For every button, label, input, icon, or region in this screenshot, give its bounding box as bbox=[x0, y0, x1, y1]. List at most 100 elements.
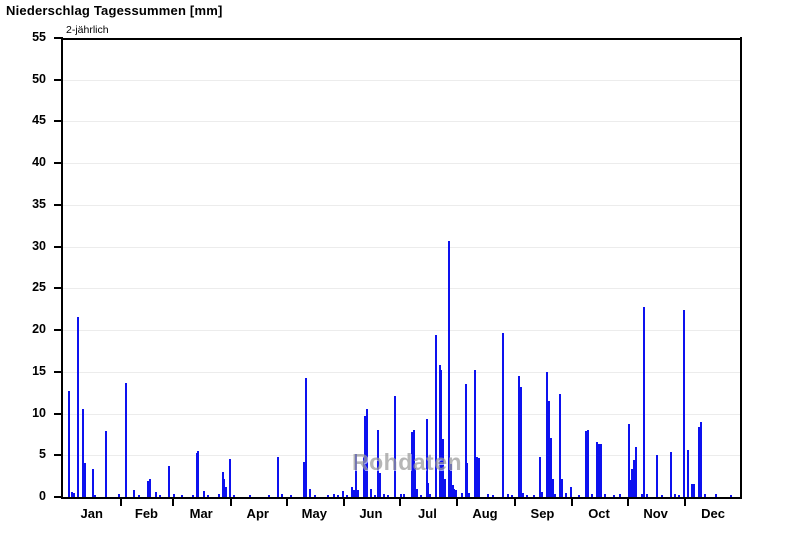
bar bbox=[410, 431, 413, 497]
bar bbox=[149, 478, 152, 497]
plot-area: 2-jährlich bbox=[61, 24, 742, 499]
bar bbox=[125, 382, 128, 497]
bar bbox=[434, 335, 437, 497]
bar bbox=[586, 430, 589, 497]
bar bbox=[414, 467, 417, 497]
bar bbox=[416, 488, 419, 497]
bar bbox=[386, 494, 389, 497]
bar bbox=[674, 493, 677, 497]
x-axis-tick bbox=[571, 497, 574, 506]
gridline bbox=[63, 288, 740, 290]
x-axis-tick-label: Oct bbox=[588, 506, 610, 521]
y-axis-labels: 0 5 10 15 20 25 30 35 40 45 50 55 bbox=[0, 0, 61, 550]
bar bbox=[232, 494, 235, 497]
bar bbox=[525, 494, 528, 497]
x-axis-tick bbox=[513, 497, 516, 506]
bar bbox=[440, 370, 443, 497]
y-axis-tick bbox=[54, 329, 61, 332]
bar bbox=[633, 460, 636, 497]
y-axis-tick-label: 0 bbox=[39, 489, 46, 503]
bar bbox=[501, 333, 504, 497]
y-axis-tick bbox=[54, 37, 61, 39]
y-axis-tick-label: 45 bbox=[32, 113, 46, 128]
bar bbox=[468, 492, 471, 497]
bar bbox=[460, 492, 463, 497]
bar bbox=[138, 494, 141, 497]
bar bbox=[373, 494, 376, 497]
bar bbox=[714, 493, 717, 497]
bar bbox=[355, 454, 358, 497]
bar bbox=[612, 494, 615, 497]
bar bbox=[451, 485, 454, 497]
bar bbox=[327, 494, 330, 497]
gridline bbox=[63, 204, 740, 206]
bar bbox=[618, 493, 621, 497]
bar bbox=[356, 489, 359, 497]
bar bbox=[670, 451, 673, 497]
y-axis-tick-label: 30 bbox=[32, 238, 46, 253]
bar bbox=[203, 491, 206, 497]
y-axis-tick-label: 25 bbox=[32, 280, 46, 295]
bar bbox=[280, 493, 283, 497]
y-axis-tick bbox=[54, 454, 61, 457]
bar bbox=[277, 456, 280, 497]
y-axis-tick bbox=[54, 203, 61, 206]
bar bbox=[559, 394, 562, 497]
bar bbox=[570, 487, 573, 497]
bar bbox=[631, 469, 634, 497]
chart-title: Niederschlag Tagessummen [mm] bbox=[6, 3, 223, 18]
threshold-label: 2-jährlich bbox=[66, 24, 109, 36]
bar bbox=[546, 371, 549, 497]
bar bbox=[438, 365, 441, 497]
bar bbox=[522, 492, 525, 497]
gridline bbox=[63, 413, 740, 415]
bar bbox=[603, 493, 606, 497]
y-axis-tick-label: 50 bbox=[32, 71, 46, 86]
bar bbox=[429, 493, 432, 497]
y-axis-tick bbox=[54, 162, 61, 165]
bar bbox=[703, 493, 706, 497]
bar bbox=[382, 493, 385, 497]
bar bbox=[195, 452, 198, 497]
bar bbox=[548, 401, 551, 497]
bar bbox=[225, 487, 228, 497]
bar bbox=[206, 494, 209, 497]
bar bbox=[180, 494, 183, 497]
bar bbox=[147, 481, 150, 497]
bar bbox=[510, 494, 513, 497]
bar bbox=[577, 494, 580, 497]
bar bbox=[627, 424, 630, 497]
bar bbox=[455, 489, 458, 497]
y-axis-tick bbox=[54, 245, 61, 248]
bar bbox=[564, 492, 567, 497]
x-axis-tick-label: Dec bbox=[701, 506, 726, 521]
bar bbox=[399, 493, 402, 497]
bar bbox=[191, 494, 194, 497]
y-axis-tick-label: 55 bbox=[32, 30, 46, 44]
bar bbox=[267, 495, 270, 497]
x-axis-tick bbox=[398, 497, 401, 506]
bar bbox=[551, 478, 554, 497]
bar bbox=[655, 455, 658, 497]
x-axis-labels: Jan Feb Mar Apr May Jun Jul Aug Sep Oct Nov Dec bbox=[63, 0, 740, 550]
x-axis-tick bbox=[285, 497, 288, 506]
bar bbox=[690, 484, 693, 497]
bar bbox=[82, 408, 85, 497]
bar bbox=[217, 493, 220, 497]
bar bbox=[635, 446, 638, 497]
bar bbox=[475, 456, 478, 497]
x-axis-tick-label: Jun bbox=[359, 506, 383, 521]
bar bbox=[598, 443, 601, 497]
bar bbox=[73, 492, 76, 497]
bar bbox=[596, 441, 599, 497]
bar bbox=[76, 316, 79, 497]
bar bbox=[351, 487, 354, 497]
x-axis-tick bbox=[120, 497, 123, 506]
y-axis-tick bbox=[54, 287, 61, 290]
y-axis-tick-label: 10 bbox=[32, 405, 46, 420]
plot-right-border bbox=[740, 37, 742, 498]
x-axis-tick bbox=[343, 497, 346, 506]
bar bbox=[336, 494, 339, 497]
bar bbox=[629, 480, 632, 497]
bar bbox=[290, 494, 293, 497]
